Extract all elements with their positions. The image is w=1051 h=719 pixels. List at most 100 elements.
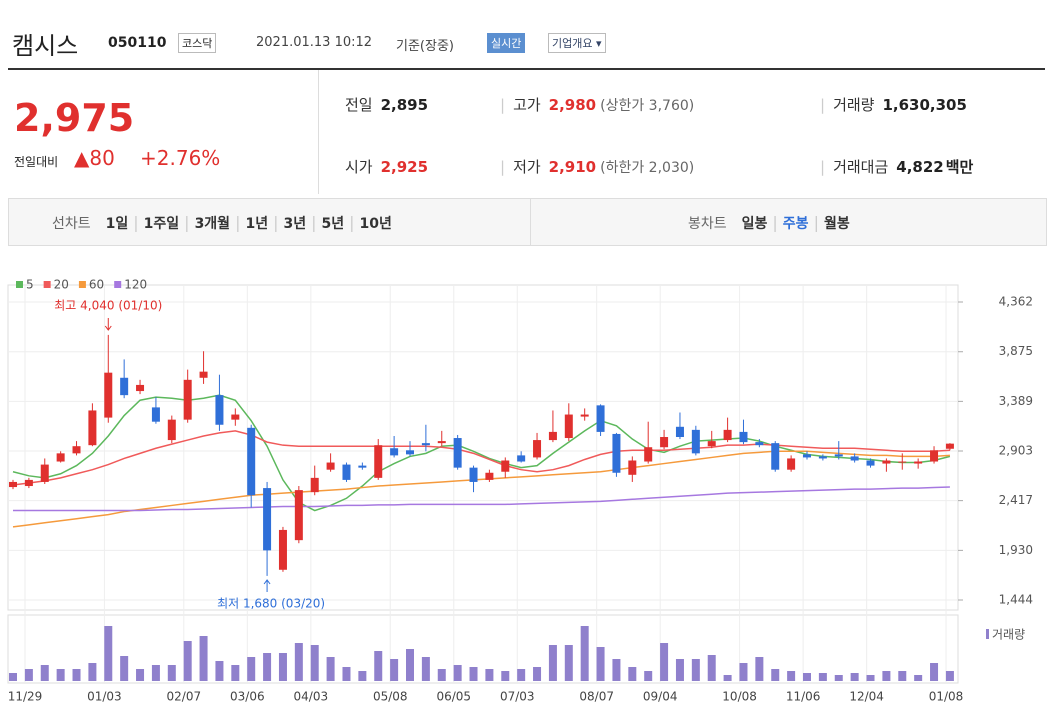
y-tick-label: 1,444 — [999, 593, 1033, 607]
item-note: (하한가 2,030) — [600, 160, 695, 176]
candle-body — [612, 433, 621, 473]
candle-body — [120, 377, 129, 396]
candle-body — [930, 450, 939, 462]
x-tick-label: 01/03 — [87, 690, 122, 704]
volume-bar — [485, 669, 494, 681]
volume-bar — [834, 675, 843, 681]
overview: 기업개요 — [552, 37, 593, 50]
volume-bar — [199, 636, 208, 681]
volume-bar — [88, 663, 97, 681]
separator: | — [772, 213, 778, 232]
period-tab[interactable]: 일봉 — [741, 216, 768, 232]
item-value: 2,895 — [380, 96, 429, 114]
volume-bar — [104, 626, 113, 681]
volume-bar — [707, 655, 716, 681]
period-tab[interactable]: 3년 — [283, 216, 307, 232]
legend-swatch — [114, 281, 122, 288]
period-tab[interactable]: 월봉 — [823, 216, 850, 232]
item-value: 1,630,305 — [882, 96, 967, 114]
item-note: (상한가 3,760) — [600, 98, 695, 114]
volume-bar — [787, 671, 796, 681]
candle-body — [914, 461, 923, 464]
overview-button[interactable]: 기업개요 ▾ — [548, 33, 606, 53]
x-tick-label: 03/06 — [230, 690, 265, 704]
item-value: 2,925 — [380, 158, 429, 176]
period-tab[interactable]: 5년 — [321, 216, 345, 232]
volume-bar — [167, 665, 176, 681]
item-label: 고가 — [513, 96, 541, 114]
price: 2,975 — [14, 96, 135, 140]
change-label: 전일대비 — [14, 155, 59, 169]
candle-body — [533, 440, 542, 458]
moving-average — [12, 430, 950, 486]
candle-body — [56, 453, 65, 462]
candle-body — [787, 458, 796, 470]
candle-body — [406, 450, 414, 455]
candle-body — [374, 445, 383, 478]
volume-bar — [898, 671, 907, 681]
candle-body — [660, 437, 669, 448]
y-tick-label: 4,362 — [999, 295, 1033, 309]
volume-bar — [596, 647, 605, 681]
arrow — [263, 579, 271, 592]
item-unit: 백만 — [945, 158, 974, 176]
volume-bar — [151, 665, 160, 681]
candle-body — [231, 414, 240, 420]
candle-body — [278, 529, 287, 570]
period-tab[interactable]: 1일 — [105, 216, 129, 232]
period-tab[interactable]: 주봉 — [782, 216, 809, 232]
volume-bar — [278, 653, 287, 681]
candle-body — [421, 443, 430, 446]
legend-swatch — [43, 281, 51, 288]
summary-item: 전일 2,895 — [345, 94, 428, 115]
change: ▲80 — [74, 146, 115, 170]
x-tick-label: 04/03 — [294, 690, 329, 704]
legend-label: 120 — [124, 278, 147, 292]
volume-pane — [7, 614, 959, 684]
candle-body — [88, 410, 97, 446]
candle-body — [644, 447, 653, 462]
candle-body — [803, 454, 811, 458]
separator: | — [349, 213, 355, 232]
volume-bar — [358, 671, 367, 681]
item-value: 2,910 — [548, 158, 597, 176]
candle-body — [818, 456, 827, 459]
candle-body — [898, 461, 907, 463]
volume-bar — [882, 671, 891, 681]
volume-bar — [945, 671, 954, 681]
x-tick-label: 09/04 — [643, 690, 678, 704]
volume-bar — [40, 665, 49, 681]
volume-bar — [374, 651, 383, 681]
volume-bar — [675, 659, 684, 681]
candle-body — [485, 472, 494, 480]
moving-average — [12, 450, 950, 528]
period-tab[interactable]: 10년 — [359, 216, 392, 232]
separator: | — [820, 158, 826, 176]
period-tab[interactable]: 1년 — [245, 216, 269, 232]
item-label: 시가 — [345, 158, 373, 176]
tab-divider — [530, 199, 531, 245]
volume-bar — [818, 673, 827, 681]
candle-body — [183, 379, 192, 420]
candle-body — [517, 455, 526, 462]
summary-item: | 거래대금 4,822 백만 — [820, 156, 973, 177]
x-tick-label: 11/29 — [8, 690, 43, 704]
candle-body — [104, 372, 113, 418]
candle-body — [326, 462, 335, 470]
volume-bar — [263, 653, 272, 681]
candle-body — [263, 488, 272, 551]
arrow — [104, 318, 112, 331]
volume-bar — [9, 673, 17, 681]
y-tick-label: 2,417 — [999, 493, 1033, 507]
volume-bar — [628, 667, 637, 681]
legend-swatch — [986, 629, 989, 639]
candle-body — [739, 431, 748, 443]
volume-bar — [215, 661, 224, 681]
volume-bar — [612, 659, 621, 681]
period-tab[interactable]: 1주일 — [143, 216, 180, 232]
period-tab[interactable]: 3개월 — [194, 216, 231, 232]
volume-bar — [930, 663, 939, 681]
realtime-button[interactable]: 실시간 — [487, 33, 526, 53]
separator: | — [184, 213, 190, 232]
high-annotation: 최고 4,040 (01/10) — [54, 299, 162, 313]
